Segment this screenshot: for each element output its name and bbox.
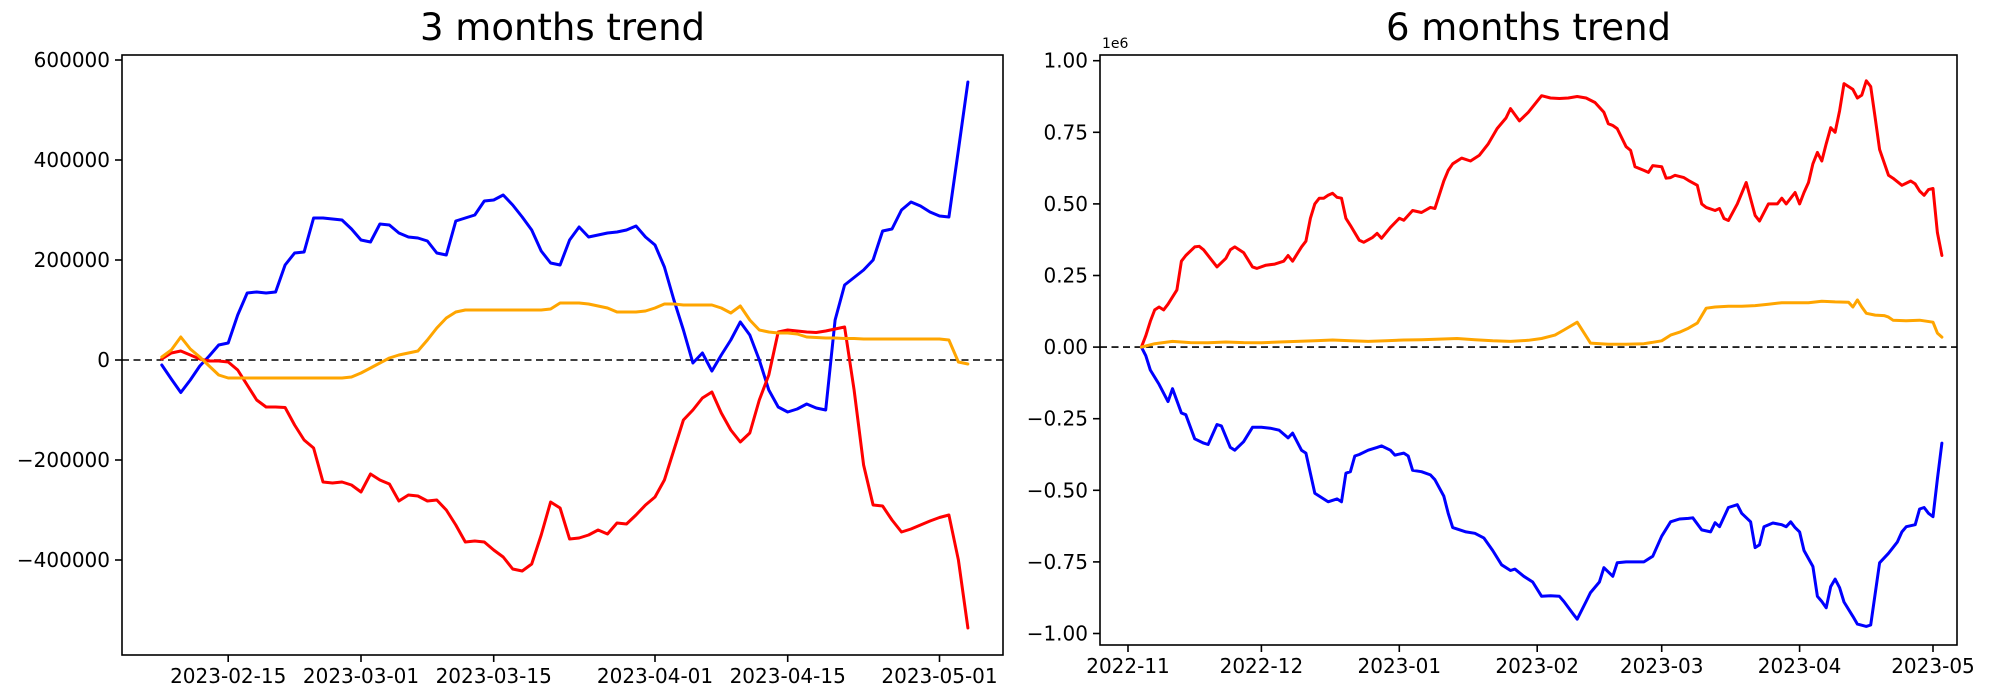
x-tick-label: 2023-03 bbox=[1620, 654, 1704, 678]
y-tick-label: −0.50 bbox=[1027, 478, 1088, 502]
x-tick-label: 2023-04 bbox=[1758, 654, 1842, 678]
series-line-blue bbox=[160, 80, 970, 414]
y-tick-label: 0.25 bbox=[1043, 264, 1088, 288]
x-tick-label: 2023-05-01 bbox=[881, 664, 997, 688]
x-tick-label: 2023-03-01 bbox=[303, 664, 419, 688]
series-line-orange bbox=[160, 301, 970, 380]
axes-frame bbox=[1099, 54, 1958, 646]
y-tick-label: 0 bbox=[97, 348, 110, 372]
x-tick-label: 2023-01 bbox=[1358, 654, 1442, 678]
x-tick-label: 2023-02-15 bbox=[170, 664, 286, 688]
y-tick-label: 600000 bbox=[34, 48, 110, 72]
x-tick-label: 2023-02 bbox=[1495, 654, 1579, 678]
series-line-orange bbox=[1139, 298, 1944, 349]
y-tick-label: 0.00 bbox=[1043, 335, 1088, 359]
y-tick-label: −1.00 bbox=[1027, 622, 1088, 646]
y-axis-offset-label: 1e6 bbox=[1102, 36, 1129, 52]
y-tick-label: 200000 bbox=[34, 248, 110, 272]
y-tick-label: −0.75 bbox=[1027, 550, 1088, 574]
series-line-red bbox=[1139, 79, 1944, 349]
y-tick-label: 0.75 bbox=[1043, 120, 1088, 144]
y-tick-label: −200000 bbox=[17, 448, 110, 472]
x-tick-label: 2023-03-15 bbox=[436, 664, 552, 688]
x-tick-label: 2022-12 bbox=[1220, 654, 1304, 678]
chart-6-months-trend: 2022-11 2022-12 2023-01 2023-02 2023-03 2023-… bbox=[1027, 36, 1975, 678]
y-tick-label: 400000 bbox=[34, 148, 110, 172]
chart-3-months-trend: 2023-02-15 2023-03-01 2023-03-15 2023-04-01… bbox=[17, 48, 1004, 688]
y-tick-label: −0.25 bbox=[1027, 407, 1088, 431]
y-tick-label: 1.00 bbox=[1043, 49, 1088, 73]
series-line-blue bbox=[1139, 345, 1944, 628]
series-line-red bbox=[160, 325, 970, 630]
y-tick-label: −400000 bbox=[17, 548, 110, 572]
x-tick-label: 2023-04-15 bbox=[730, 664, 846, 688]
axes-frame bbox=[121, 54, 1004, 656]
x-tick-label: 2022-11 bbox=[1086, 654, 1170, 678]
chart-title-3-months: 3 months trend bbox=[419, 6, 706, 49]
x-tick-label: 2023-04-01 bbox=[597, 664, 713, 688]
chart-title-6-months: 6 months trend bbox=[1385, 6, 1672, 49]
x-tick-label: 2023-05 bbox=[1891, 654, 1975, 678]
y-tick-label: 0.50 bbox=[1043, 192, 1088, 216]
